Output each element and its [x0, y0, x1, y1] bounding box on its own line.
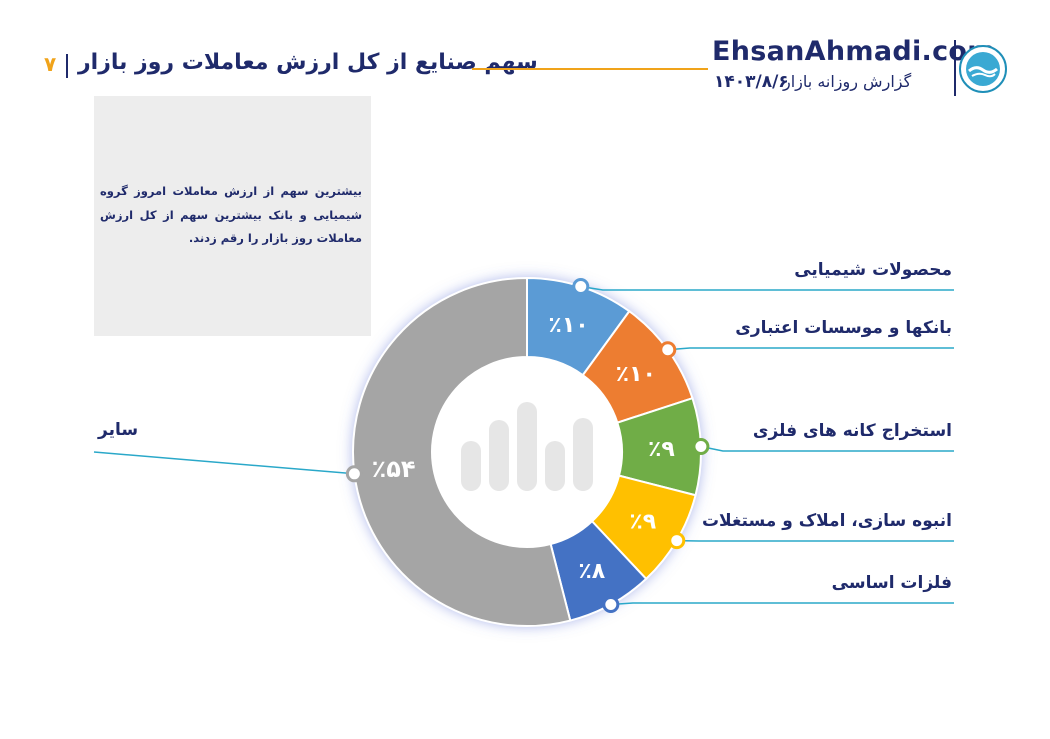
slice-marker-dot [602, 595, 620, 613]
slice-value-label: ٪۹ [648, 437, 675, 462]
slice-value-label: ٪۸ [578, 559, 605, 584]
note-text: بیشترین سهم از ارزش معاملات امروز گروه ش… [100, 184, 362, 246]
legend-leader-line [610, 602, 954, 606]
legend-label: محصولات شیمیایی [794, 260, 952, 280]
legend-label: فلزات اساسی [831, 573, 952, 593]
brand-divider [954, 40, 956, 96]
slice-value-label: ٪۵۴ [372, 455, 416, 483]
slice-marker-dot [345, 465, 363, 483]
page-number-divider [66, 54, 68, 78]
slice-value-label: ٪۱۰ [616, 362, 656, 387]
slice-marker-dot [659, 341, 677, 359]
slice-value-label: ٪۹ [629, 509, 656, 534]
legend-label: سایر [98, 420, 139, 440]
page-title: سهم صنایع از کل ارزش معاملات روز بازار [78, 50, 538, 75]
ehsan-logo-icon [959, 45, 1007, 93]
slice-marker-dot [668, 532, 686, 550]
slice-marker-dot [572, 278, 590, 296]
report-date: ۱۴۰۳/۸/۶ [714, 72, 789, 92]
legend-leader-line [93, 451, 355, 475]
legend-leader-line [667, 347, 954, 351]
slice-value-label: ٪۱۰ [548, 313, 588, 338]
legend-leader-line [580, 285, 954, 291]
legend-label: انبوه سازی، املاک و مستغلات [701, 511, 952, 531]
brand-name[interactable]: EhsanAhmadi.com [712, 36, 996, 67]
chart-center-icon [461, 402, 593, 491]
title-underline [472, 68, 708, 70]
note-box [94, 96, 371, 336]
legend-label: استخراج کانه های فلزی [752, 421, 952, 441]
legend-label: بانکها و موسسات اعتباری [735, 318, 952, 338]
page-number: ۷ [44, 52, 57, 76]
legend-leader-line [700, 445, 954, 452]
report-label: گزارش روزانه بازار [783, 72, 912, 91]
slice-marker-dot [692, 438, 710, 456]
